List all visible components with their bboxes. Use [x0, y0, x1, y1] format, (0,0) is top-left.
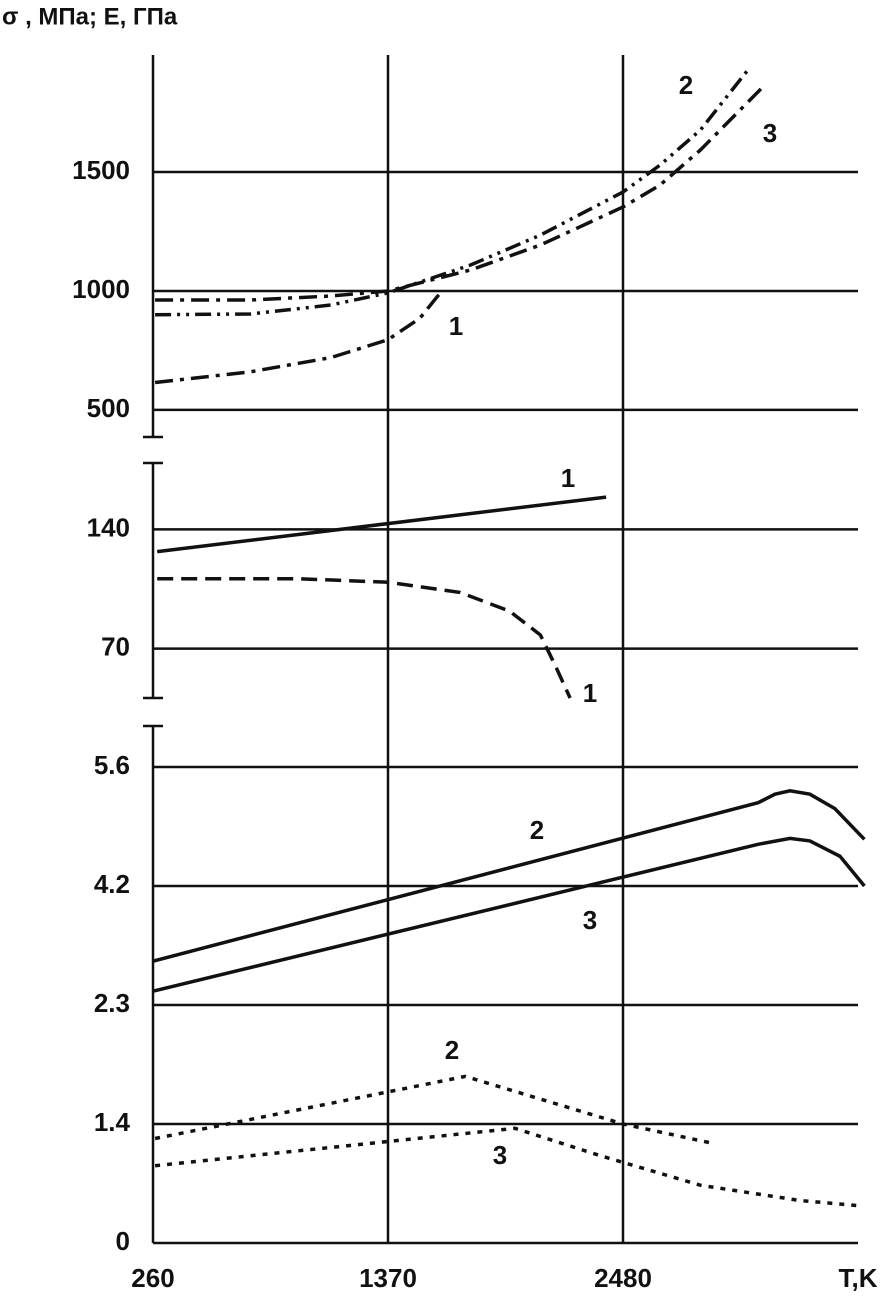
series-label: 2 [530, 815, 544, 845]
series-label: 1 [583, 678, 597, 708]
x-tick-label: 2480 [594, 1263, 652, 1293]
line-series [154, 291, 443, 385]
series-label: 3 [763, 118, 777, 148]
y-tick-label: 0 [116, 1226, 130, 1256]
series-label: 2 [445, 1035, 459, 1065]
y-tick-label: 500 [87, 393, 130, 423]
line-series [152, 789, 866, 963]
y-tick-label: 5.6 [94, 750, 130, 780]
y-tick-label: 1500 [72, 155, 130, 185]
line-series [155, 83, 767, 302]
y-tick-label: 1.4 [94, 1107, 131, 1137]
y-tick-label: 4.2 [94, 869, 130, 899]
y-tick-label: 2.3 [94, 988, 130, 1018]
line-series [152, 836, 866, 993]
line-series [154, 1126, 859, 1208]
x-axis-label: T,K [839, 1263, 878, 1293]
line-series [156, 495, 607, 554]
line-series [157, 577, 572, 699]
x-tick-label: 260 [131, 1263, 174, 1293]
line-series [155, 68, 750, 317]
series-label: 2 [679, 70, 693, 100]
series-label: 3 [583, 905, 597, 935]
series-label: 3 [493, 1140, 507, 1170]
y-tick-label: 140 [87, 512, 130, 542]
x-tick-label: 1370 [359, 1263, 417, 1293]
y-tick-label: 1000 [72, 274, 130, 304]
line-series [154, 1074, 711, 1145]
series-label: 1 [561, 463, 575, 493]
y-tick-label: 70 [101, 631, 130, 661]
series-label: 1 [449, 311, 463, 341]
y-axis-label: σ , МПа; Е, ГПа [2, 3, 178, 30]
